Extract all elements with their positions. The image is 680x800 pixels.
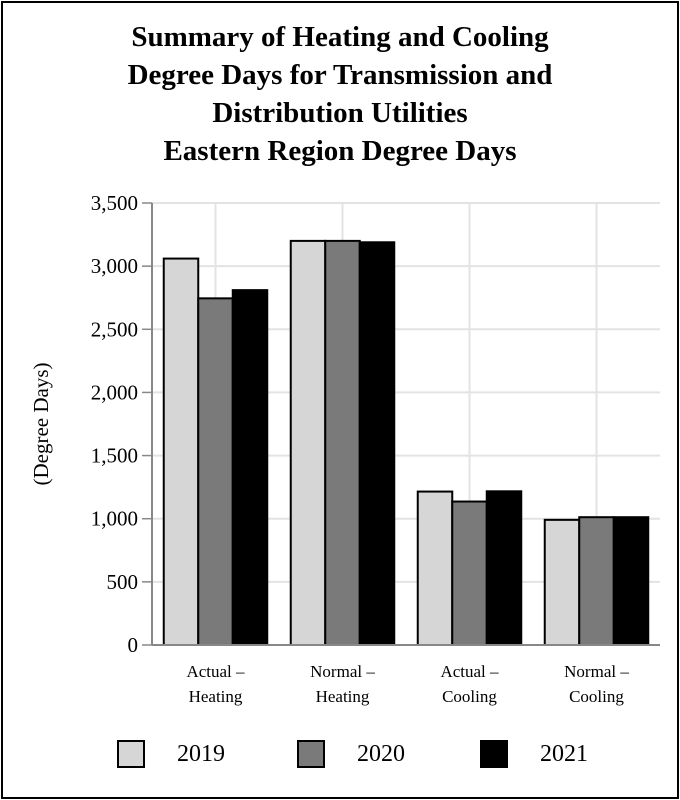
y-tick-label: 500: [107, 570, 139, 594]
legend-swatch: [480, 740, 508, 768]
bar-2021: [358, 241, 396, 646]
title-line: Eastern Region Degree Days: [163, 135, 517, 167]
x-tick-label: Normal –: [564, 662, 629, 681]
title-line: Degree Days for Transmission and: [127, 59, 553, 91]
title-line: Distribution Utilities: [212, 97, 468, 129]
bar-2019: [416, 490, 454, 647]
y-tick-label: 1,500: [91, 444, 138, 468]
bar-2020: [578, 516, 615, 646]
legend-item-2021: 2021: [480, 740, 588, 768]
x-tick-label: Actual –: [440, 662, 499, 681]
y-tick-label: 2,500: [91, 317, 138, 341]
y-tick-label: 3,000: [91, 254, 138, 278]
y-tick-label: 2,000: [91, 380, 138, 404]
legend-item-2019: 2019: [117, 740, 225, 768]
y-axis-label: (Degree Days): [29, 362, 53, 485]
legend-label: 2019: [177, 740, 225, 767]
title-line: Summary of Heating and Cooling: [131, 21, 549, 53]
legend: 2019 2020 2021: [0, 740, 680, 774]
x-tick-label: Heating: [316, 687, 370, 706]
x-tick-label: Actual –: [186, 662, 245, 681]
chart-title: Summary of Heating and Cooling Degree Da…: [0, 18, 680, 170]
y-tick-label: 1,000: [91, 507, 138, 531]
bar-2019: [289, 239, 327, 646]
bar-2020: [324, 239, 361, 646]
x-tick-label: Cooling: [442, 687, 497, 706]
y-tick-label: 0: [128, 633, 139, 657]
bar-2019: [543, 518, 581, 646]
y-tick-label: 3,500: [91, 191, 138, 215]
legend-item-2020: 2020: [297, 740, 405, 768]
legend-swatch: [297, 740, 325, 768]
bar-2021: [485, 490, 523, 646]
legend-label: 2021: [540, 740, 588, 767]
x-tick-label: Cooling: [569, 687, 624, 706]
bar-2020: [451, 500, 488, 646]
x-tick-label: Normal –: [310, 662, 375, 681]
bar-2021: [612, 516, 650, 646]
legend-label: 2020: [357, 740, 405, 767]
legend-swatch: [117, 740, 145, 768]
x-tick-label: Heating: [189, 687, 243, 706]
bar-2019: [162, 257, 200, 646]
bar-2020: [197, 297, 234, 646]
bar-2021: [231, 289, 269, 646]
